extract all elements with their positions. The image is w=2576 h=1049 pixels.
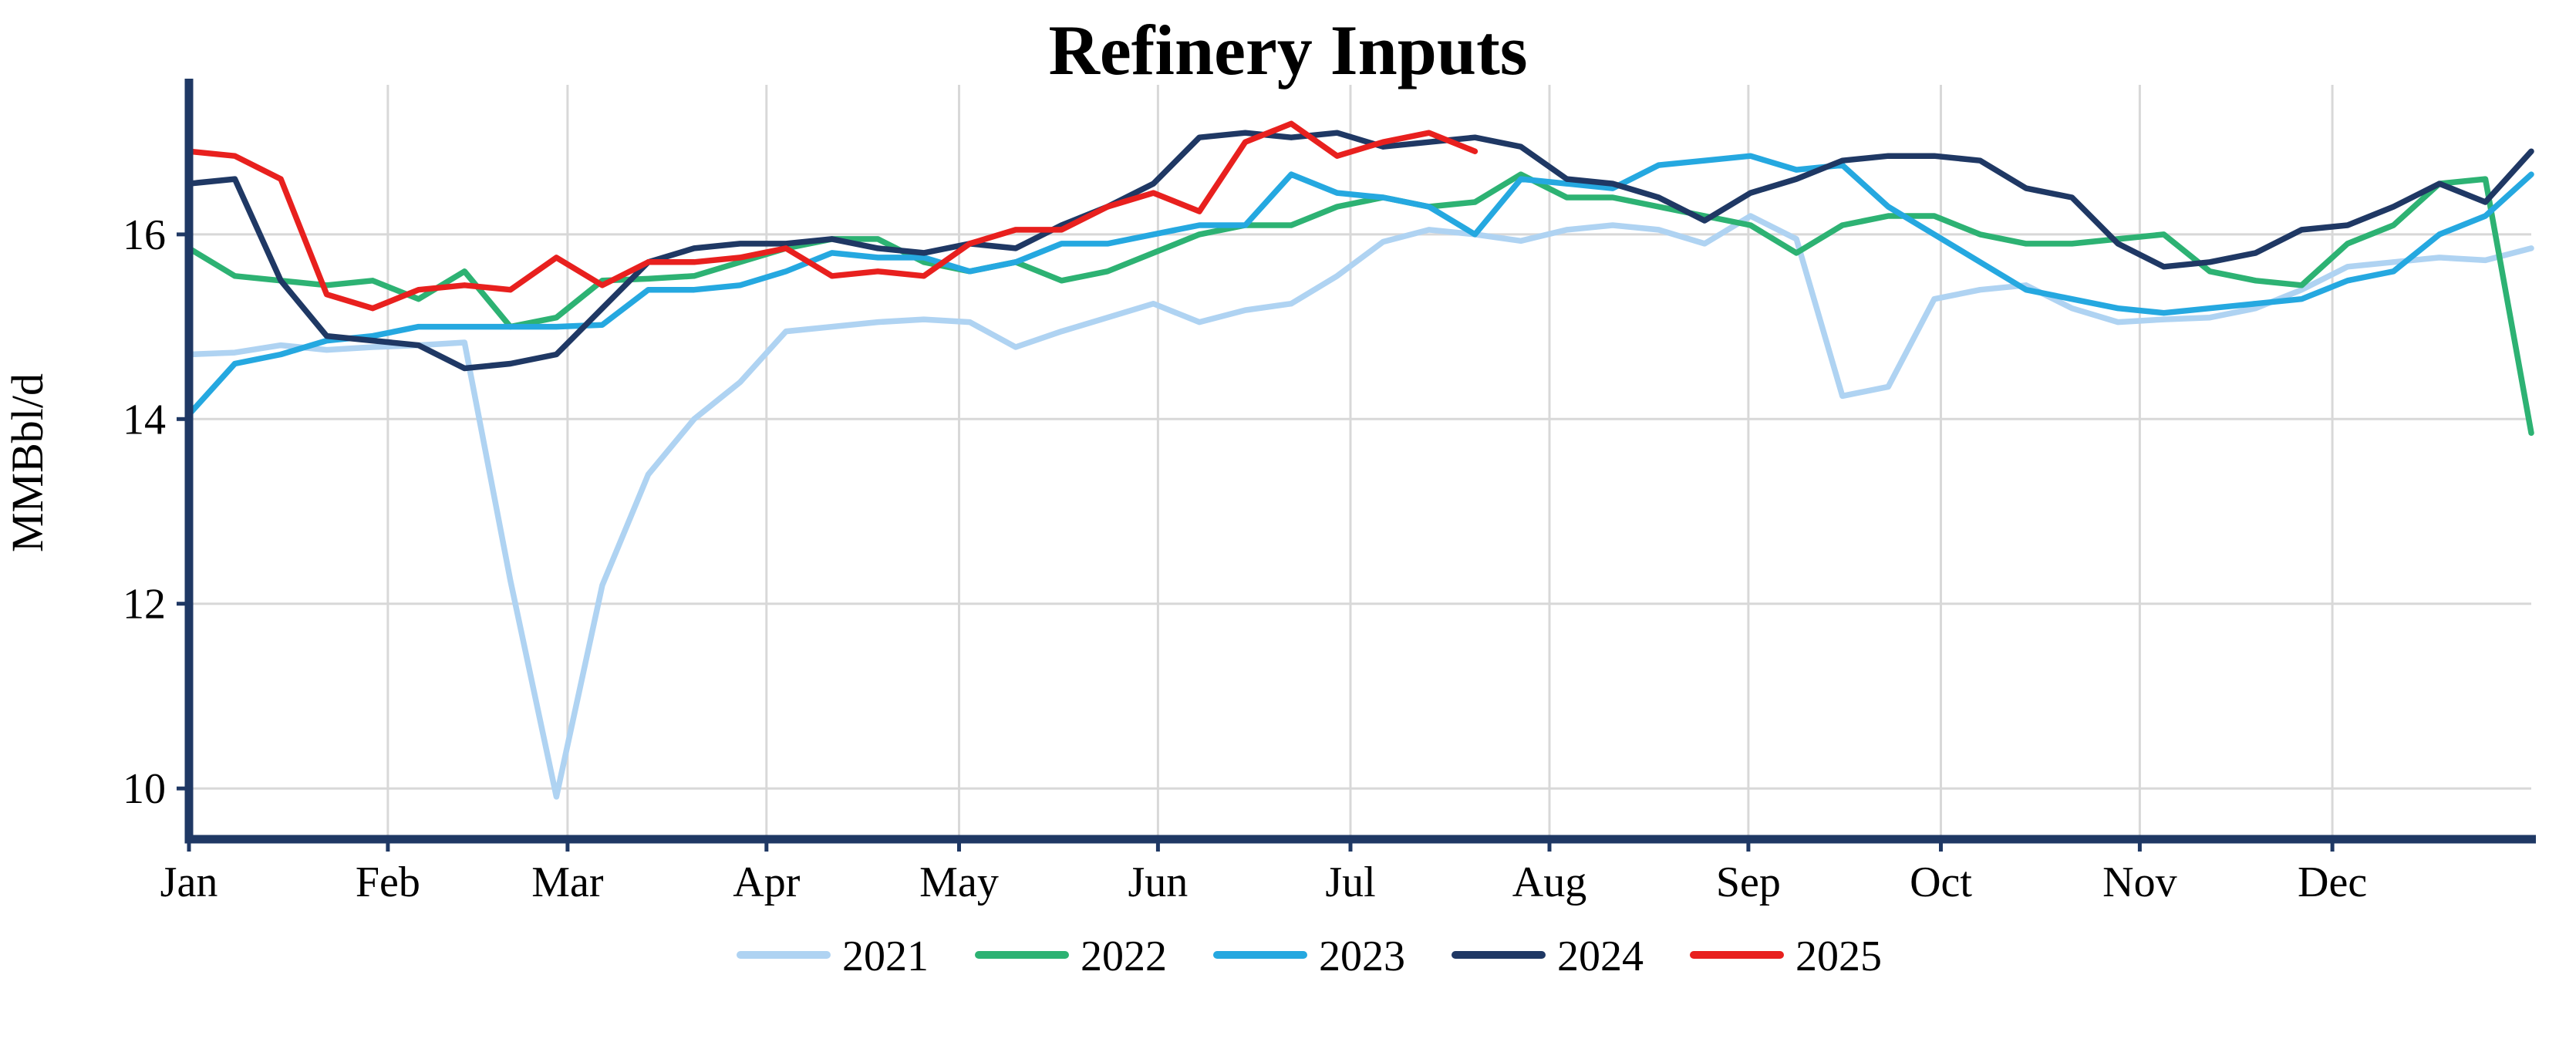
series-line-2025 xyxy=(186,120,1479,312)
series-line-2021 xyxy=(186,213,2534,800)
legend-item-2023: 2023 xyxy=(1213,933,1405,980)
series-lines xyxy=(186,120,2534,800)
legend-label-2025: 2025 xyxy=(1795,933,1882,980)
legend-item-2021: 2021 xyxy=(737,933,929,980)
x-tick-label-oct: Oct xyxy=(1910,858,1972,906)
legend-label-2023: 2023 xyxy=(1319,933,1405,980)
x-tick-label-aug: Aug xyxy=(1512,858,1586,906)
legend: 2021 2022 2023 2024 2025 xyxy=(737,933,1882,980)
y-tick-label: 10 xyxy=(123,765,166,813)
x-tick-label-sep: Sep xyxy=(1716,858,1781,906)
y-tick-label: 12 xyxy=(123,581,166,629)
x-tick-labels: Jan Feb Mar Apr May Jun Jul Aug Sep Oct Nov Dec xyxy=(160,858,2368,906)
legend-item-2025: 2025 xyxy=(1690,933,1882,980)
y-tick-label: 16 xyxy=(123,211,166,259)
x-tick-label-jan: Jan xyxy=(160,858,218,906)
axes xyxy=(177,79,2536,852)
legend-item-2022: 2022 xyxy=(975,933,1167,980)
y-axis-label: MMBbl/d xyxy=(2,373,52,552)
x-tick-label-nov: Nov xyxy=(2102,858,2176,906)
gridlines xyxy=(189,85,2531,839)
x-tick-label-jul: Jul xyxy=(1325,858,1375,906)
y-tick-label: 14 xyxy=(123,396,166,444)
chart-title: Refinery Inputs xyxy=(1048,11,1527,89)
x-tick-label-feb: Feb xyxy=(356,858,420,906)
legend-item-2024: 2024 xyxy=(1452,933,1644,980)
legend-label-2022: 2022 xyxy=(1081,933,1167,980)
x-tick-label-may: May xyxy=(919,858,999,906)
series-line-2022 xyxy=(186,171,2534,437)
series-line-2024 xyxy=(186,130,2534,372)
x-tick-label-apr: Apr xyxy=(733,858,800,906)
x-tick-label-mar: Mar xyxy=(531,858,604,906)
x-tick-label-jun: Jun xyxy=(1128,858,1189,906)
legend-label-2021: 2021 xyxy=(842,933,929,980)
x-tick-label-dec: Dec xyxy=(2298,858,2367,906)
legend-label-2024: 2024 xyxy=(1557,933,1644,980)
y-tick-labels: 10 12 14 16 xyxy=(123,211,166,813)
series-line-2023 xyxy=(186,153,2534,418)
